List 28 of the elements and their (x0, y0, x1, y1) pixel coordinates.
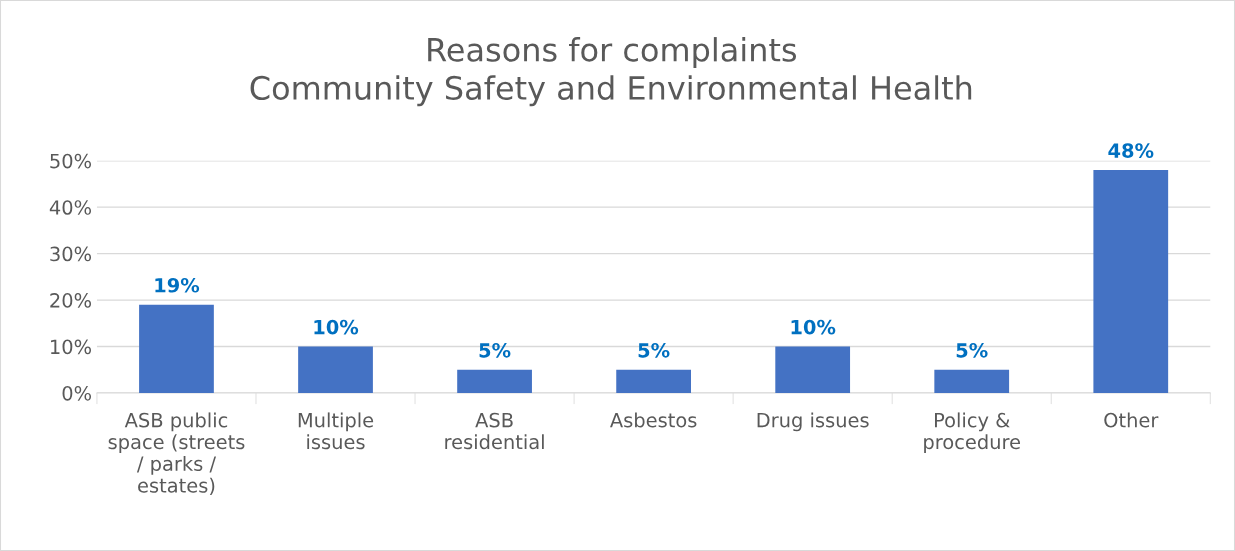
bar (616, 369, 691, 393)
data-label: 10% (791, 319, 836, 335)
bar (934, 369, 1010, 393)
bar (775, 346, 851, 393)
data-label: 10% (314, 319, 359, 335)
y-tick-label: 30% (50, 246, 92, 262)
x-tick-label: Other (1104, 412, 1159, 428)
y-tick-label: 50% (50, 153, 92, 169)
data-label: 5% (956, 342, 988, 358)
y-tick-label: 40% (49, 200, 92, 215)
data-label: 48% (1108, 143, 1154, 158)
bar (139, 304, 214, 393)
data-label: 19% (155, 277, 200, 293)
data-label: 5% (638, 342, 670, 358)
x-tick-label: Drug issues (757, 412, 869, 432)
y-tick-label: 0% (62, 385, 92, 401)
x-tick-label: Multiple issues (298, 412, 374, 450)
data-label: 5% (479, 342, 511, 358)
y-tick-label: 10% (51, 339, 92, 355)
bar (298, 346, 373, 393)
y-tick-label: 20% (50, 293, 92, 308)
bar (457, 369, 532, 393)
x-tick-label: ASB public space (streets / parks / estates) (108, 412, 245, 496)
x-tick-label: Asbestos (610, 412, 697, 428)
chart-title: Reasons for complaints Community Safety and Environmental Health (250, 37, 972, 107)
x-tick-label: ASB residential (445, 412, 544, 450)
bar (1093, 170, 1169, 393)
x-tick-label: Policy & procedure (924, 412, 1020, 454)
